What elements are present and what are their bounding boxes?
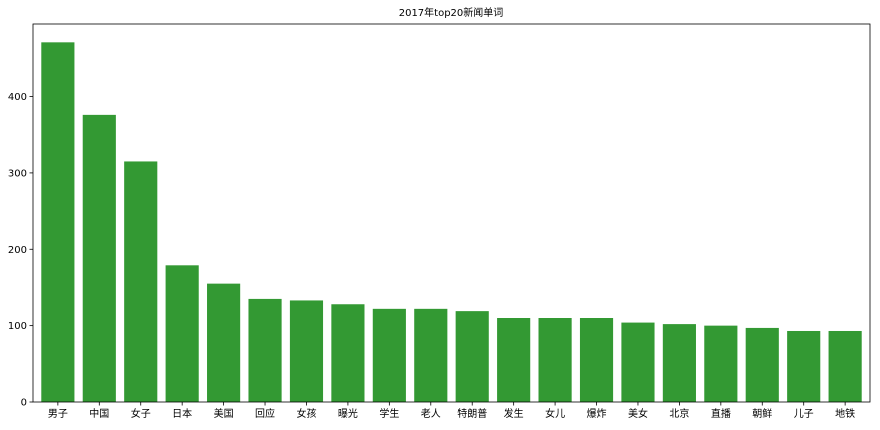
bar-10 xyxy=(414,308,448,402)
bar-13 xyxy=(538,318,572,402)
x-tick-label: 老人 xyxy=(421,407,441,420)
bar-7 xyxy=(289,300,324,402)
bar-20 xyxy=(828,330,862,402)
bar-19 xyxy=(787,330,821,402)
x-tick-label: 儿子 xyxy=(794,408,814,420)
x-tick-label: 曝光 xyxy=(338,407,358,420)
bar-18 xyxy=(745,327,779,402)
axes-layer: 0 100 200 300 400 男子 中国 女子 日本 美国 回应 女孩 曝光 学生 老人 特朗普 发生 女儿… xyxy=(8,23,871,420)
x-tick-label: 直播 xyxy=(711,407,731,420)
plot-frame xyxy=(32,23,871,403)
bar-5 xyxy=(207,283,241,402)
bar-3 xyxy=(124,161,158,402)
bar-2 xyxy=(82,114,116,403)
bar-15 xyxy=(621,322,655,402)
x-tick-label: 日本 xyxy=(172,407,192,420)
x-tick-label: 美女 xyxy=(628,407,648,420)
x-tick-label: 爆炸 xyxy=(587,408,607,420)
bar-12 xyxy=(497,318,531,402)
bar-4 xyxy=(165,265,199,402)
y-tick-label: 300 xyxy=(8,168,27,179)
x-tick-label: 回应 xyxy=(255,407,275,420)
x-tick-label: 发生 xyxy=(504,407,524,420)
x-tick-label: 男子 xyxy=(48,408,68,420)
y-tick-label: 400 xyxy=(8,92,27,103)
x-tick-label: 朝鲜 xyxy=(752,407,772,420)
bar-16 xyxy=(662,324,696,402)
bar-14 xyxy=(579,318,614,402)
x-tick-label: 美国 xyxy=(214,407,234,420)
x-tick-label: 女儿 xyxy=(545,407,565,420)
y-tick-label: 0 xyxy=(21,398,27,409)
bar-17 xyxy=(704,325,738,402)
bar-9 xyxy=(372,308,406,402)
x-tick-label: 北京 xyxy=(669,407,689,420)
bar-8 xyxy=(331,304,365,402)
chart-title: 2017年top20新闻单词 xyxy=(399,6,504,19)
bar-6 xyxy=(248,298,282,402)
bars-layer xyxy=(41,42,862,403)
y-tick-label: 100 xyxy=(8,321,27,332)
bar-1 xyxy=(41,42,75,402)
bar-11 xyxy=(455,311,489,402)
x-tick-label: 特朗普 xyxy=(457,407,487,420)
y-tick-label: 200 xyxy=(8,245,27,256)
x-tick-label: 女孩 xyxy=(296,407,316,420)
x-tick-label: 中国 xyxy=(89,407,109,420)
x-tick-label: 地铁 xyxy=(835,407,855,420)
x-tick-label: 女子 xyxy=(131,407,151,420)
x-tick-label: 学生 xyxy=(379,407,399,420)
